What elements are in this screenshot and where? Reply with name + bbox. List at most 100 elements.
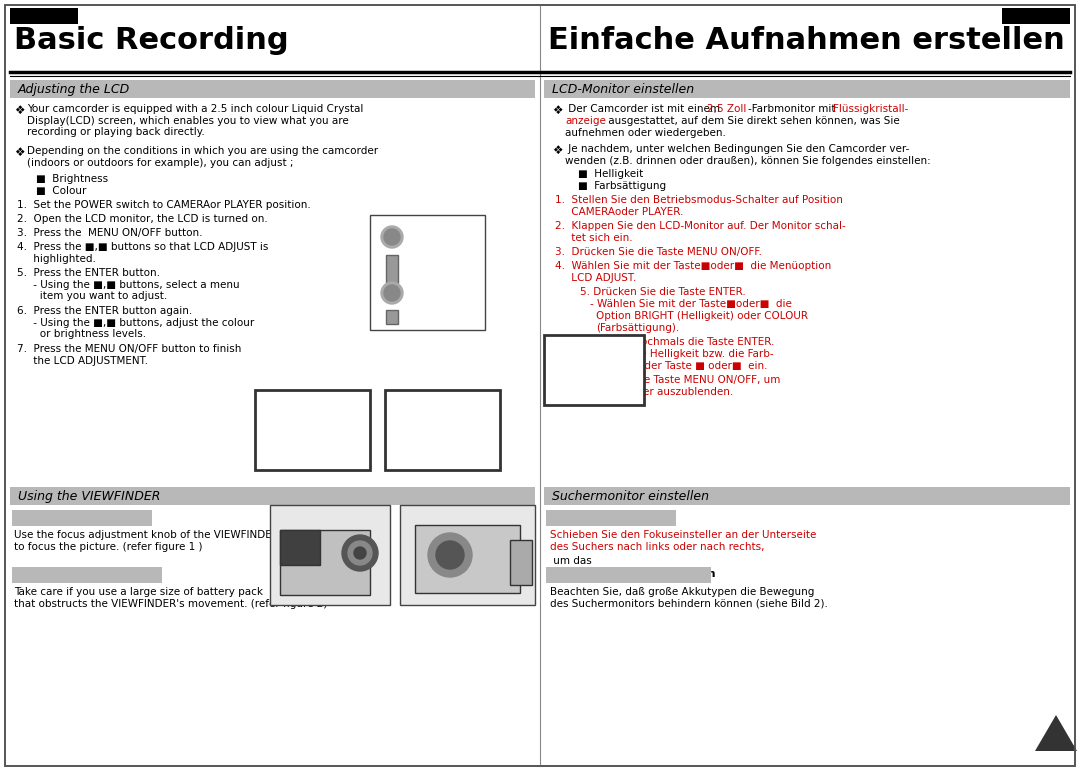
Text: MENU: MENU [408,230,431,239]
Text: ❖: ❖ [552,144,563,157]
Text: B 3TUBI: B 3TUBI [389,458,410,463]
Bar [546,510,676,526]
Text: COLOBC: COLOBC [389,416,411,421]
Bar [255,390,370,470]
Circle shape [342,535,378,571]
Bar [12,567,162,583]
Text: LB —_JPP: LB —_JPP [259,416,284,422]
Bar [510,540,532,585]
Text: 5.  Press the ENTER button.
     - Using the ■,■ buttons, select a menu
       i: 5. Press the ENTER button. - Using the ■… [17,268,240,301]
Text: Using the VIEWFINDER: Using the VIEWFINDER [18,490,160,503]
Text: BBGHT: BBGHT [389,409,408,414]
Text: (Farbsättigung).: (Farbsättigung). [596,323,679,333]
Text: ❖: ❖ [14,104,25,117]
Bar [10,80,535,98]
Text: ON/OFF: ON/OFF [408,238,437,247]
Bar [544,80,1070,98]
Text: Use the focus adjustment knob of the VIEWFINDER
to focus the picture. (refer fig: Use the focus adjustment knob of the VIE… [14,530,279,551]
Text: ■  Brightness: ■ Brightness [36,174,108,184]
Circle shape [348,541,372,565]
Text: ■  Colour: ■ Colour [36,186,86,196]
Text: BENTA YUUU: BENTA YUUU [259,423,294,428]
Circle shape [381,282,403,304]
Bar [384,390,500,470]
Polygon shape [1035,715,1077,751]
Text: ■  Farbsättigung: ■ Farbsättigung [578,181,666,191]
Bar [415,525,519,593]
Text: 1.  Set the POWER switch to CAMERAor PLAYER position.: 1. Set the POWER switch to CAMERAor PLAY… [17,200,311,210]
Text: - Wählen Sie mit der Taste■oder■  die: - Wählen Sie mit der Taste■oder■ die [590,299,792,309]
Text: LB GJJBT: LB GJJBT [259,409,282,414]
Text: -Farbmonitor mit: -Farbmonitor mit [748,104,839,114]
Text: 4.  Press the ■,■ buttons so that LCD ADJUST is
     highlighted.: 4. Press the ■,■ buttons so that LCD ADJ… [17,242,268,264]
Text: DEUTSCH: DEUTSCH [1010,9,1062,19]
Text: 2,5 Zoll: 2,5 Zoll [707,104,746,114]
Text: Option BRIGHT (Helligkeit) oder COLOUR: Option BRIGHT (Helligkeit) oder COLOUR [596,311,808,321]
Text: um das
Bild scharf einzustellen.: um das Bild scharf einzustellen. [550,556,675,577]
Text: Adjusting the LCD: Adjusting the LCD [18,83,131,96]
Bar [280,530,320,565]
Text: 6. Drücken Sie nochmals die Taste ENTER.: 6. Drücken Sie nochmals die Taste ENTER. [555,337,774,347]
Text: ■JT■     3 TRY: ■JT■ 3 TRY [548,340,593,345]
Text: Suchermonitor verwenden: Suchermonitor verwenden [550,569,715,579]
Text: 1: 1 [274,508,284,522]
Text: ENGLISH: ENGLISH [21,9,68,19]
Text: PBBB&JU B#: PBBB&JU B# [259,437,293,442]
Bar [370,215,485,330]
Text: - Stellen Sie die Helligkeit bzw. die Farb-: - Stellen Sie die Helligkeit bzw. die Fa… [565,349,773,359]
Bar [386,310,399,324]
Bar [270,505,390,605]
Text: anzeige: anzeige [565,116,606,126]
Circle shape [384,229,400,245]
Text: 4.  Wählen Sie mit der Taste■oder■  die Menüoption
     LCD ADJUST.: 4. Wählen Sie mit der Taste■oder■ die Me… [555,261,832,283]
Bar [544,335,644,405]
Text: ausgestattet, auf dem Sie direkt sehen können, was Sie: ausgestattet, auf dem Sie direkt sehen k… [605,116,900,126]
Text: 3.  Press the  MENU ON/OFF button.: 3. Press the MENU ON/OFF button. [17,228,203,238]
Text: Der Camcorder ist mit einem: Der Camcorder ist mit einem [565,104,724,114]
Bar [386,255,399,283]
Text: 5. Drücken Sie die Taste ENTER.: 5. Drücken Sie die Taste ENTER. [580,287,746,297]
Bar [546,567,711,583]
Text: 6.  Press the ENTER button again.
     - Using the ■,■ buttons, adjust the colou: 6. Press the ENTER button again. - Using… [17,306,254,339]
Text: BBB JBJCT: BBB JBJCT [259,444,285,449]
Circle shape [354,547,366,559]
Text: ❖: ❖ [552,104,563,117]
Text: B 3TUBI: B 3TUBI [259,458,281,463]
Text: Schieben Sie den Fokuseinsteller an der Unterseite
des Suchers nach links oder n: Schieben Sie den Fokuseinsteller an der … [550,530,816,551]
Text: 7.  Press the MENU ON/OFF button to finish
     the LCD ADJUSTMENT.: 7. Press the MENU ON/OFF button to finis… [17,344,241,365]
Text: ■■■: ■■■ [548,348,566,353]
Text: das Menü wieder auszublenden.: das Menü wieder auszublenden. [565,387,733,397]
Bar [10,8,78,24]
Text: 3.  Drücken Sie die Taste MENU ON/OFF.: 3. Drücken Sie die Taste MENU ON/OFF. [555,247,762,257]
Circle shape [384,285,400,301]
Bar [280,530,370,595]
Text: Depending on the conditions in which you are using the camcorder
(indoors or out: Depending on the conditions in which you… [27,146,378,167]
Bar [544,487,1070,505]
Text: Basic Recording: Basic Recording [14,26,288,55]
Text: 1.  Stellen Sie den Betriebsmodus-Schalter auf Position
     CAMERAoder PLAYER.: 1. Stellen Sie den Betriebsmodus-Schalte… [555,195,842,217]
Text: 27: 27 [1048,723,1065,736]
Text: ■LBB JLJBT   3TRY: ■LBB JLJBT 3TRY [389,395,438,400]
Text: ■  Helligkeit: ■ Helligkeit [578,169,644,179]
Circle shape [436,541,464,569]
Text: ▶■ ■■ ■■4: ▶■ ■■ ■■4 [548,356,590,361]
Text: Suchermonitor einstellen: Suchermonitor einstellen [552,490,708,503]
Bar [12,510,152,526]
Text: ❖: ❖ [14,146,25,159]
Text: 7EEB UBU_JPP: 7EEB UBU_JPP [259,430,297,436]
Text: ENTER: ENTER [408,287,433,296]
Text: Using the VIEWFINDER: Using the VIEWFINDER [16,569,158,579]
Bar [400,505,535,605]
Bar [10,487,535,505]
Text: ■■■: ■■■ [389,402,431,407]
Text: aufnehmen oder wiedergeben.: aufnehmen oder wiedergeben. [565,128,726,138]
Text: LCD-Monitor einstellen: LCD-Monitor einstellen [552,83,694,96]
Text: Beachten Sie, daß große Akkutypen die Bewegung
des Suchermonitors behindern könn: Beachten Sie, daß große Akkutypen die Be… [550,587,828,608]
Text: 2.  Klappen Sie den LCD-Monitor auf. Der Monitor schal-
     tet sich ein.: 2. Klappen Sie den LCD-Monitor auf. Der … [555,221,846,243]
Circle shape [381,226,403,248]
Text: Your camcorder is equipped with a 2.5 inch colour Liquid Crystal
Display(LCD) sc: Your camcorder is equipped with a 2.5 in… [27,104,363,137]
Text: Flüssigkristall-: Flüssigkristall- [833,104,908,114]
Text: Fokus einstellen: Fokus einstellen [550,512,651,522]
Text: 7. Drücken Sie die Taste MENU ON/OFF, um: 7. Drücken Sie die Taste MENU ON/OFF, um [555,375,781,385]
Text: 2: 2 [404,508,414,522]
